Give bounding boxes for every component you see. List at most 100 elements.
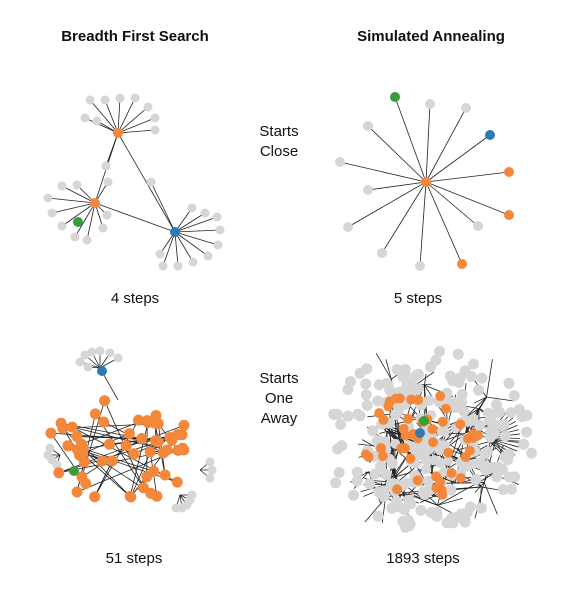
unvisited-node [441,517,453,529]
goal-node [419,416,429,426]
visited-node [106,455,118,467]
unvisited-node [113,353,123,363]
goal-node [73,217,83,227]
unvisited-node [502,454,514,466]
visited-node [374,408,385,419]
visited-node [178,419,190,431]
visited-node [144,446,156,458]
unvisited-node [425,507,437,519]
graph-edge [94,460,113,497]
unvisited-node [436,426,447,437]
visited-node [62,440,74,452]
unvisited-node [422,475,434,487]
unvisited-node [473,221,483,231]
unvisited-node [336,440,348,452]
unvisited-node [369,468,381,480]
goal-node [390,92,400,102]
unvisited-node [482,446,493,458]
unvisited-node [415,261,425,271]
unvisited-node [92,116,102,126]
graph-edge [424,374,427,386]
unvisited-node [187,490,197,500]
visited-node [435,391,446,402]
visited-node [443,447,454,458]
visited-node [428,437,439,448]
unvisited-node [390,409,401,420]
graph-edge [117,97,121,134]
visited-node [437,416,448,427]
visited-node [89,408,101,420]
unvisited-node [424,444,435,455]
unvisited-node [410,370,422,381]
graph-edge [381,181,427,254]
unvisited-node [438,466,449,477]
unvisited-node [405,498,417,510]
graph-edge [437,497,463,506]
unvisited-node [452,348,464,360]
unvisited-node [150,125,160,135]
unvisited-node [423,395,435,406]
graph-edge [174,231,179,267]
graph-edge [117,132,176,233]
graph-edge [104,99,119,134]
graph-edge [94,202,176,233]
unvisited-node [82,235,92,245]
unvisited-node [158,261,168,271]
unvisited-node [348,489,360,501]
unvisited-node [150,113,160,123]
unvisited-node [83,362,93,372]
unvisited-node [146,177,156,187]
unvisited-node [491,399,502,411]
unvisited-node [80,113,90,123]
unvisited-node [57,181,67,191]
unvisited-node [518,438,530,450]
unvisited-node [351,475,363,487]
graph-edge [174,216,218,233]
unvisited-node [102,210,112,220]
unvisited-node [188,257,198,267]
unvisited-node [215,225,225,235]
unvisited-node [444,370,456,382]
unvisited-node [375,460,387,472]
unvisited-node [101,161,111,171]
start-node [415,428,425,438]
steps-sa-far: 1893 steps [386,550,460,567]
visited-node [66,421,78,433]
unvisited-node [459,516,471,528]
unvisited-node [105,348,115,358]
visited-node [360,449,371,460]
unvisited-node [45,443,55,453]
visited-node [403,413,414,424]
graph-edge [425,134,491,183]
title-sa: Simulated Annealing [357,28,505,45]
graph-edge [425,181,463,265]
unvisited-node [516,411,528,423]
visited-node [89,491,101,503]
unvisited-node [52,460,62,470]
unvisited-node [372,510,384,522]
unvisited-node [115,93,125,103]
graph-edge [51,202,96,214]
unvisited-node [465,371,477,383]
nodes-layer [43,92,537,533]
unvisited-node [360,378,372,390]
start-node [485,130,495,140]
steps-sa-close: 5 steps [393,290,443,307]
graph-edge [425,181,479,227]
unvisited-node [468,358,479,370]
unvisited-node [380,469,392,480]
unvisited-node [328,408,340,420]
graph-edge [425,107,467,183]
visited-node [76,471,88,483]
visited-node [176,429,188,441]
visited-node [113,128,123,138]
unvisited-node [415,504,427,516]
unvisited-node [468,413,479,424]
graph-edge [486,396,514,402]
visited-node [171,476,183,488]
unvisited-node [342,384,354,396]
graph-edge [117,106,149,134]
unvisited-node [360,389,372,401]
visited-node [457,259,467,269]
unvisited-node [330,477,342,489]
